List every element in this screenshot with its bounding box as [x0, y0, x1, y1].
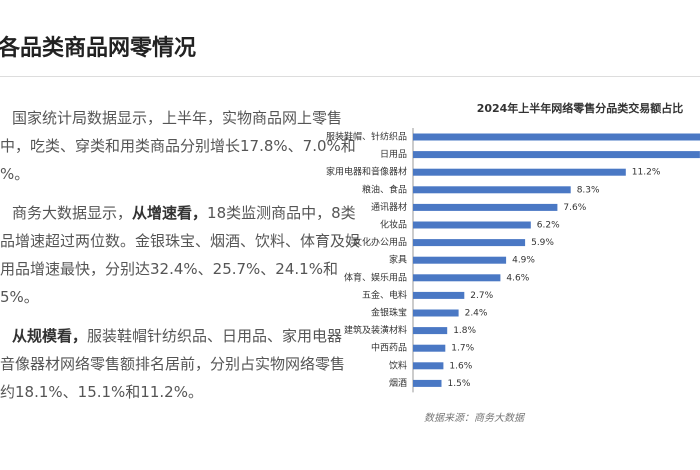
bar: [413, 274, 501, 282]
value-label: 7.6%: [563, 203, 586, 213]
text: 18类监测商品中，8类: [207, 204, 356, 222]
text-line: 国家统计局数据显示，上半年，实物商品网上零售: [0, 104, 370, 132]
value-label: 6.2%: [537, 221, 560, 231]
bold-text: 从规模看，: [12, 327, 88, 345]
text-line: 5%。: [0, 283, 370, 311]
paragraph: 从规模看，服装鞋帽针纺织品、日用品、家用电器音像器材网络零售额排名居前，分别占实…: [0, 322, 370, 406]
text-line: 约18.1%、15.1%和11.2%。: [0, 378, 370, 406]
bar: [413, 309, 459, 317]
body-text: 国家统计局数据显示，上半年，实物商品网上零售 中，吃类、穿类和用类商品分别增长17…: [0, 104, 370, 417]
category-label: 通讯器材: [371, 201, 407, 213]
text: 国家统计局数据显示，上半年，实物商品网上零售: [12, 109, 343, 127]
divider: [0, 76, 700, 77]
category-label: 化妆品: [380, 219, 407, 231]
bar: [413, 291, 465, 299]
page-title: 各品类商品网零情况: [0, 36, 197, 61]
paragraph: 国家统计局数据显示，上半年，实物商品网上零售 中，吃类、穿类和用类商品分别增长17…: [0, 104, 370, 188]
text-line: 音像器材网络零售额排名居前，分别占实物网络零售: [0, 350, 370, 378]
text-line: 中，吃类、穿类和用类商品分别增长17.8%、7.0%和: [0, 132, 370, 160]
value-label: 1.8%: [453, 326, 476, 336]
category-label: 中西药品: [371, 342, 407, 354]
bar: [413, 133, 700, 141]
bar: [413, 203, 558, 211]
value-label: 8.3%: [577, 185, 600, 195]
category-label: 日用品: [380, 149, 407, 160]
text: %。: [0, 165, 30, 183]
value-label: 1.7%: [451, 344, 474, 354]
bar: [413, 239, 526, 247]
bar: [413, 168, 626, 176]
value-label: 4.9%: [512, 256, 535, 266]
category-label: 金银珠宝: [371, 307, 407, 319]
value-label: 11.2%: [632, 168, 661, 178]
source-note: 数据来源：商务大数据: [424, 412, 526, 424]
value-label: 2.4%: [465, 309, 488, 319]
value-label: 1.5%: [448, 379, 471, 389]
category-label: 建筑及装潢材料: [344, 324, 407, 336]
text: 服装鞋帽针纺织品、日用品、家用电器: [87, 327, 343, 345]
category-label: 文化办公用品: [353, 236, 407, 248]
bar: [413, 362, 444, 370]
bar: [413, 344, 446, 352]
text: 中，吃类、穿类和用类商品分别增长17.8%、7.0%和: [0, 137, 356, 155]
bar: [413, 151, 700, 159]
category-label: 烟酒: [389, 377, 407, 389]
category-label: 家具: [389, 254, 407, 266]
category-label: 粮油、食品: [362, 183, 407, 195]
text: 品增速超过两位数。金银珠宝、烟酒、饮料、体育及娱: [0, 232, 361, 250]
value-label: 2.7%: [470, 291, 493, 301]
value-label: 5.9%: [531, 238, 554, 248]
bold-text: 从增速看，: [132, 204, 208, 222]
category-label: 家用电器和音像器材: [326, 166, 407, 178]
bar: [413, 221, 531, 229]
category-label: 服装鞋帽、针纺织品: [326, 131, 407, 143]
bar: [413, 186, 571, 194]
value-label: 4.6%: [506, 273, 529, 283]
text-line: 从规模看，服装鞋帽针纺织品、日用品、家用电器: [0, 322, 370, 350]
text: 音像器材网络零售额排名居前，分别占实物网络零售: [0, 355, 346, 373]
text: 用品增速最快，分别达32.4%、25.7%、24.1%和: [0, 260, 338, 278]
chart-title: 2024年上半年网络零售分品类交易额占比: [477, 101, 684, 115]
text-line: 品增速超过两位数。金银珠宝、烟酒、饮料、体育及娱: [0, 227, 370, 255]
category-label: 体育、娱乐用品: [344, 271, 407, 283]
bar: [413, 379, 442, 387]
value-label: 1.6%: [449, 361, 472, 371]
category-label: 五金、电料: [362, 289, 407, 301]
text-line: 商务大数据显示，从增速看，18类监测商品中，8类: [0, 199, 370, 227]
text-line: %。: [0, 160, 370, 188]
text-line: 用品增速最快，分别达32.4%、25.7%、24.1%和: [0, 255, 370, 283]
paragraph: 商务大数据显示，从增速看，18类监测商品中，8类品增速超过两位数。金银珠宝、烟酒…: [0, 199, 370, 311]
bar: [413, 256, 507, 264]
category-label: 饮料: [389, 359, 407, 371]
text: 5%。: [0, 288, 39, 306]
text: 商务大数据显示，: [12, 204, 133, 222]
text: 约18.1%、15.1%和11.2%。: [0, 383, 203, 401]
bar: [413, 327, 448, 335]
